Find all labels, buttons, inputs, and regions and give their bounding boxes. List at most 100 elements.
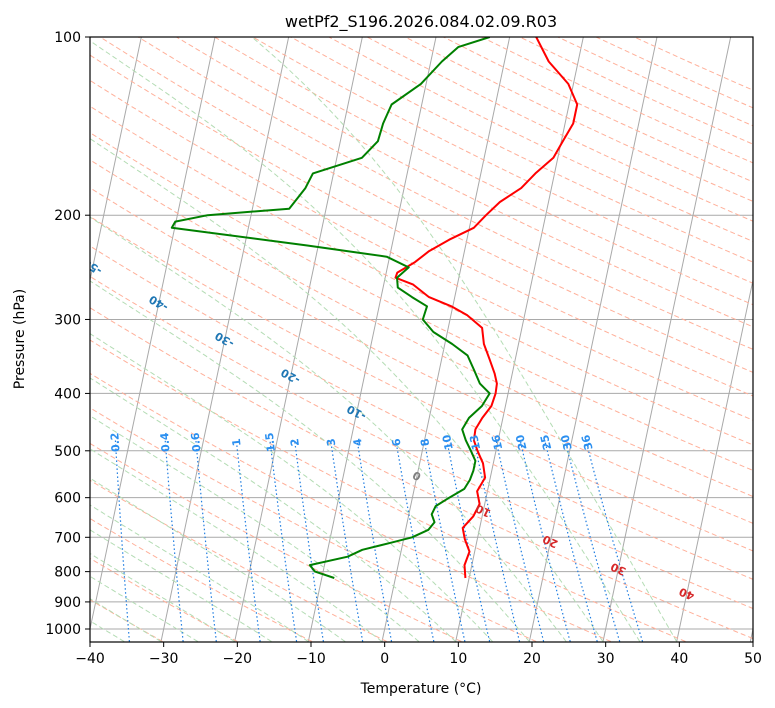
moist-adiabat-line [90, 40, 641, 642]
x-tick-label: −20 [223, 651, 253, 667]
mixing-ratio-label: 30 [558, 433, 574, 451]
moist-adiabat-line [251, 37, 678, 642]
moist-adiabat-line [90, 377, 457, 642]
moist-adiabat-line [90, 333, 493, 642]
dry-adiabat-line [90, 307, 753, 640]
x-tick-label: 0 [380, 651, 389, 667]
mixing-ratio-label: 16 [489, 433, 505, 451]
mixing-ratio-label: 1.5 [263, 432, 278, 453]
mixing-ratio-label: 8 [418, 437, 432, 447]
dry-adiabat-line [137, 37, 753, 350]
x-tick-label: 10 [449, 651, 467, 667]
chart-title: wetPf2_S196.2026.084.02.09.R03 [285, 12, 557, 32]
mixing-ratio-label: 4 [351, 437, 365, 447]
y-tick-label: 500 [54, 444, 81, 460]
moist-adiabat-line [90, 280, 530, 642]
line-labels: 0.10.20.40.611.52346810131620253036-100-… [90, 256, 696, 603]
mixing-ratio-label: 13 [467, 433, 483, 451]
mixing-ratio-line [446, 440, 491, 642]
moist-adiabats [90, 37, 678, 642]
dry-adiabat-line [90, 372, 611, 642]
mixing-ratio-line [294, 440, 324, 642]
mixing-ratio-line [330, 440, 364, 642]
mixing-ratio-line [564, 440, 621, 642]
moist-adiabat-line [90, 598, 162, 642]
mixing-ratio-line [473, 440, 521, 642]
mixing-ratio-line [195, 440, 217, 642]
x-tick-label: 40 [670, 651, 688, 667]
dry-adiabat-line [90, 159, 753, 498]
x-axis-ticks: −40 −30 −20 −10 0 10 20 30 40 50 [75, 642, 762, 667]
adiabat-label: 10 [473, 501, 493, 519]
dewpoint-line [170, 37, 491, 579]
moist-adiabat-line [90, 216, 567, 642]
isotherm-line [90, 37, 216, 632]
y-tick-label: 200 [54, 208, 81, 224]
y-tick-label: 800 [54, 565, 81, 581]
dry-adiabat-line [99, 37, 753, 373]
mixing-ratio-label: 10 [440, 433, 456, 451]
mixing-ratio-line [544, 440, 598, 642]
dry-adiabat-line [90, 517, 313, 642]
moist-adiabat-line [90, 477, 346, 642]
mixing-ratio-label: 0.4 [158, 432, 173, 453]
y-axis-ticks: 100 200 300 400 500 600 700 800 900 1000 [45, 30, 90, 638]
mixing-ratio-line [519, 440, 571, 642]
dry-adiabat-line [176, 37, 753, 328]
y-tick-label: 900 [54, 595, 81, 611]
y-tick-label: 100 [54, 30, 81, 46]
temperature-line [394, 37, 579, 579]
x-axis-label: Temperature (°C) [360, 681, 482, 697]
y-tick-label: 400 [54, 386, 81, 402]
isotherm-line [528, 37, 658, 642]
mixing-ratio-line [269, 440, 298, 642]
mixing-ratio-lines [114, 440, 644, 642]
isotherm-line [602, 37, 732, 642]
dry-adiabat-line [90, 54, 753, 397]
moist-adiabat-line [90, 138, 604, 642]
mixing-ratio-label: 25 [538, 433, 554, 451]
dry-adiabat-line [90, 339, 686, 642]
mixing-ratio-line [395, 440, 435, 642]
x-tick-label: −30 [149, 651, 179, 667]
moist-adiabat-line [90, 448, 383, 642]
dry-adiabats [90, 37, 753, 642]
mixing-ratio-line [585, 440, 644, 642]
moist-adiabat-line [90, 415, 420, 642]
mixing-ratio-label: 2 [288, 438, 302, 447]
mixing-ratio-label: 6 [390, 437, 404, 447]
mixing-ratio-line [495, 440, 545, 642]
dry-adiabat-line [90, 442, 462, 642]
y-tick-label: 300 [54, 312, 81, 328]
isotherm-line [234, 37, 363, 642]
mixing-ratio-label: 0.2 [108, 432, 122, 452]
plot-frame [89, 36, 754, 643]
dry-adiabat-line [90, 407, 537, 642]
y-tick-label: 600 [54, 491, 81, 507]
mixing-ratio-label: 36 [579, 433, 596, 451]
y-tick-label: 700 [54, 530, 81, 546]
mixing-ratio-label: 3 [324, 438, 338, 447]
mixing-ratio-line [114, 440, 130, 642]
mixing-ratio-label: 1 [230, 438, 244, 447]
y-axis-label: Pressure (hPa) [12, 289, 28, 389]
mixing-ratio-line [164, 440, 184, 642]
y-tick-label: 1000 [45, 622, 81, 638]
moist-adiabat-line [90, 552, 235, 642]
dry-adiabat-line [90, 79, 753, 421]
x-tick-label: −10 [296, 651, 326, 667]
mixing-ratio-line [423, 440, 466, 642]
isotherm-line [455, 37, 584, 642]
x-tick-label: 20 [523, 651, 541, 667]
mixing-ratio-line [356, 440, 393, 642]
isotherm-line [676, 277, 753, 642]
adiabat-label: 30 [608, 560, 628, 578]
mixing-ratio-label: 20 [513, 433, 529, 451]
x-tick-label: −40 [75, 651, 105, 667]
mixing-ratio-line [235, 440, 261, 642]
dry-adiabat-line [90, 187, 753, 524]
sounding-series [170, 37, 579, 579]
mixing-ratio-label: 0.6 [189, 432, 204, 453]
